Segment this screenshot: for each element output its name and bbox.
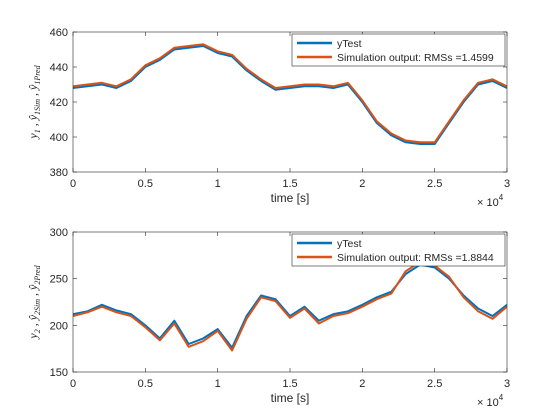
y-tick-label: 380 [50,167,68,179]
x-tick-label: 0 [70,178,76,190]
x-tick-label: 2 [359,378,365,390]
y-axis-label-part: , [26,290,40,299]
x-axis-label: time [s] [271,191,310,205]
legend-label-ytest: yTest [337,238,362,250]
x-axis-label: time [s] [271,391,310,405]
y-tick-label: 150 [50,367,68,379]
x-tick-label: 1.5 [282,378,297,390]
y-tick-label: 400 [50,132,68,144]
y-axis-label-part: 1Pred [33,64,42,84]
x-tick-label: 1.5 [282,178,297,190]
x-exponent-base: × 10 [477,197,499,209]
y-axis-label-part: , [26,120,40,129]
x-tick-label: 2.5 [427,378,442,390]
legend: yTest Simulation output: RMSs =1.8844 [291,233,506,267]
y-axis-label-part: y [26,333,40,340]
legend-box [291,33,506,67]
y-axis-label-part: , [26,90,40,99]
x-tick-label: 0 [70,378,76,390]
series-line-ytest [73,45,507,145]
y-axis-label: y2 , ŷ2Sim , ŷ2Pred [26,264,42,339]
y-tick-label: 200 [50,320,68,332]
legend-label-ytest: yTest [337,38,362,50]
y-tick-label: 460 [50,27,68,39]
x-tick-label: 2 [359,178,365,190]
x-exponent-power: 4 [499,393,504,402]
y-axis-label-part: ŷ [26,114,40,121]
x-tick-label: 0.5 [138,378,153,390]
y-axis-label-part: 2Pred [33,264,42,284]
y-tick-label: 420 [50,97,68,109]
legend-label-simulation-output: Simulation output: RMSs =1.8844 [337,252,494,264]
x-tick-label: 0.5 [138,178,153,190]
x-exponent-label: × 104 [477,193,504,209]
x-exponent-power: 4 [499,193,504,202]
y-axis-label-part: y [26,133,40,140]
y-axis-label-part: 2Sim [33,299,42,315]
x-exponent-label: × 104 [477,393,504,409]
y-axis-label-part: 1Sim [33,99,42,115]
y-axis-label: y1 , ŷ1Sim , ŷ1Pred [26,64,42,139]
legend-label-simulation-output: Simulation output: RMSs =1.4599 [337,52,494,64]
legend: yTest Simulation output: RMSs =1.4599 [291,33,506,67]
series-line-simulation-output [73,43,507,144]
series-line-ytest [73,263,507,349]
x-exponent-base: × 10 [477,397,499,409]
y-axis-label-part: 1 [33,129,42,133]
x-tick-label: 2.5 [427,178,442,190]
chart-panel-1: 0 0.5 1 1.5 2 2.5 3 380 400 420 440 460 time [s] × 10… [26,27,510,209]
y-axis-label-part: , [26,320,40,329]
x-tick-label: 3 [504,178,510,190]
y-axis-label-part: 2 [33,329,42,333]
y-axis-label-part: ŷ [26,314,40,321]
y-tick-label: 250 [50,274,68,286]
x-tick-label: 1 [215,378,221,390]
y-axis-label-part: ŷ [26,284,40,291]
y-tick-label: 300 [50,227,68,239]
y-axis-label-part: ŷ [26,84,40,91]
x-tick-label: 3 [504,378,510,390]
x-tick-label: 1 [215,178,221,190]
legend-box [291,233,506,267]
y-tick-label: 440 [50,62,68,74]
